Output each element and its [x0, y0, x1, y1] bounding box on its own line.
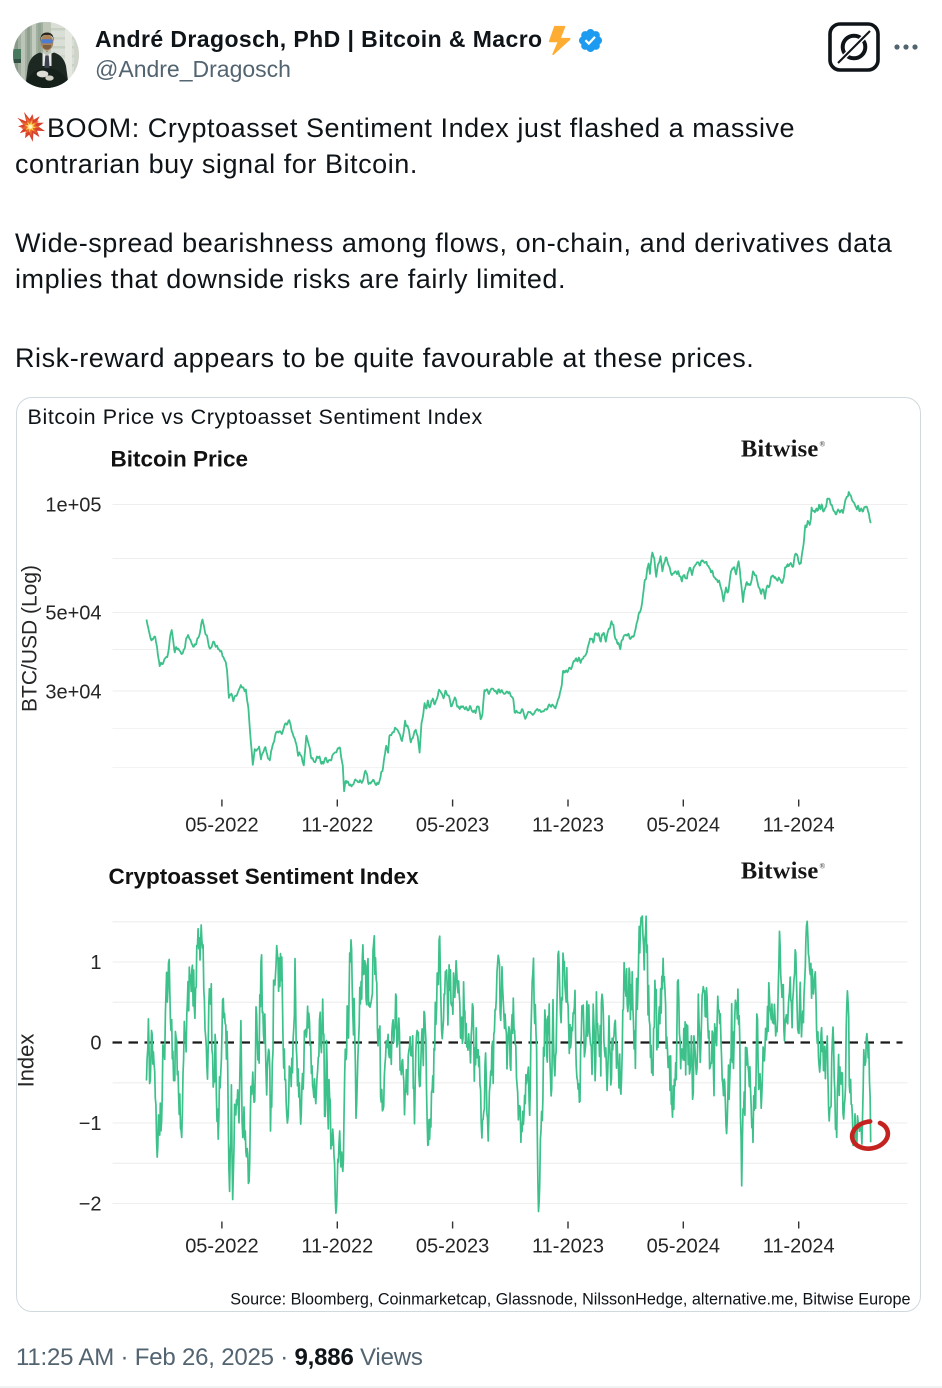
svg-text:BTC/USD (Log): BTC/USD (Log): [19, 565, 42, 712]
svg-text:Index: Index: [17, 1034, 39, 1088]
svg-text:11-2022: 11-2022: [301, 1236, 373, 1258]
svg-text:Bitwise: Bitwise: [741, 436, 819, 463]
svg-text:05-2023: 05-2023: [416, 1236, 489, 1258]
svg-text:®: ®: [820, 862, 826, 871]
svg-text:05-2022: 05-2022: [185, 815, 258, 837]
svg-text:−2: −2: [79, 1194, 102, 1216]
svg-text:−1: −1: [79, 1113, 102, 1135]
svg-text:Bitcoin Price: Bitcoin Price: [111, 447, 249, 472]
svg-text:05-2023: 05-2023: [416, 815, 489, 837]
svg-text:0: 0: [90, 1033, 101, 1055]
svg-text:3e+04: 3e+04: [45, 682, 101, 704]
svg-text:05-2024: 05-2024: [647, 1236, 720, 1258]
svg-text:05-2022: 05-2022: [185, 1236, 258, 1258]
svg-text:05-2024: 05-2024: [647, 815, 720, 837]
svg-text:11-2024: 11-2024: [763, 815, 835, 837]
svg-text:1e+05: 1e+05: [45, 495, 101, 517]
svg-text:Bitcoin Price vs Cryptoasset S: Bitcoin Price vs Cryptoasset Sentiment I…: [28, 405, 483, 429]
svg-text:Source: Bloomberg, Coinmarketc: Source: Bloomberg, Coinmarketcap, Glassn…: [230, 1291, 910, 1309]
svg-text:11-2022: 11-2022: [301, 815, 373, 837]
svg-text:Bitwise: Bitwise: [741, 858, 819, 885]
svg-text:®: ®: [820, 440, 826, 449]
svg-text:5e+04: 5e+04: [45, 603, 101, 625]
svg-text:11-2023: 11-2023: [532, 1236, 604, 1258]
svg-text:11-2024: 11-2024: [763, 1236, 835, 1258]
svg-text:Cryptoasset Sentiment Index: Cryptoasset Sentiment Index: [109, 864, 420, 889]
svg-text:11-2023: 11-2023: [532, 815, 604, 837]
svg-text:1: 1: [90, 952, 101, 974]
